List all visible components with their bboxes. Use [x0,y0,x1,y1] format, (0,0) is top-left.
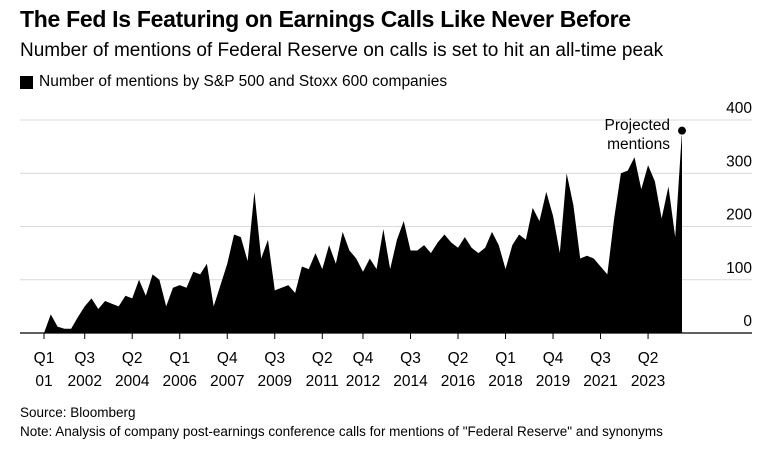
x-tick-quarter-label: Q2 [448,350,469,367]
x-tick-year-label: 2002 [67,373,101,390]
x-tick-quarter-label: Q2 [638,350,659,367]
chart-legend: Number of mentions by S&P 500 and Stoxx … [20,73,447,91]
x-tick-year-label: 2007 [210,373,244,390]
legend-label: Number of mentions by S&P 500 and Stoxx … [39,73,448,90]
x-tick-quarter-label: Q4 [217,350,238,367]
x-tick-quarter-label: Q3 [74,350,95,367]
legend-swatch [20,75,33,89]
area-chart: 0 100 200 300 400 Q1 01 Q3 2002 Q2 2004 Q1 2006 Q4 200… [20,100,752,390]
y-tick-label: 0 [743,313,752,330]
x-tick-quarter-label: Q4 [543,350,564,367]
y-tick-label: 400 [726,100,752,117]
x-tick-quarter-label: Q1 [495,350,516,367]
x-tick-year-label: 2012 [346,373,380,390]
x-tick-year-label: 2016 [441,373,475,390]
x-tick-year-label: 2023 [631,373,665,390]
x-tick-year-label: 2018 [488,373,522,390]
x-tick-quarter-label: Q3 [590,350,611,367]
x-tick-quarter-label: Q3 [264,350,285,367]
x-tick-year-label: 2006 [163,373,197,390]
projected-point-marker [677,125,687,136]
annotation-label: Projected [605,117,670,134]
annotation-label: mentions [607,136,670,153]
x-tick-quarter-label: Q4 [353,350,374,367]
x-tick-quarter-label: Q1 [169,350,190,367]
y-tick-label: 300 [726,153,752,170]
x-tick-year-label: 2014 [393,373,428,390]
x-tick-quarter-label: Q2 [312,350,333,367]
x-tick-year-label: 2004 [115,373,150,390]
chart-title: The Fed Is Featuring on Earnings Calls L… [20,6,631,32]
chart-subtitle: Number of mentions of Federal Reserve on… [20,40,664,61]
area-series [44,130,682,333]
y-tick-label: 100 [726,260,752,277]
x-tick-quarter-label: Q1 [34,350,55,367]
x-tick-year-label: 2009 [258,373,292,390]
footnote: Note: Analysis of company post-earnings … [20,424,663,439]
x-tick-year-label: 01 [35,373,52,390]
y-tick-label: 200 [726,207,752,224]
x-tick-year-label: 2019 [536,373,570,390]
x-tick-quarter-label: Q2 [122,350,143,367]
x-tick-year-label: 2011 [306,373,339,390]
x-tick-year-label: 2021 [583,373,617,390]
source-note: Source: Bloomberg [20,405,136,420]
x-tick-quarter-label: Q3 [400,350,421,367]
